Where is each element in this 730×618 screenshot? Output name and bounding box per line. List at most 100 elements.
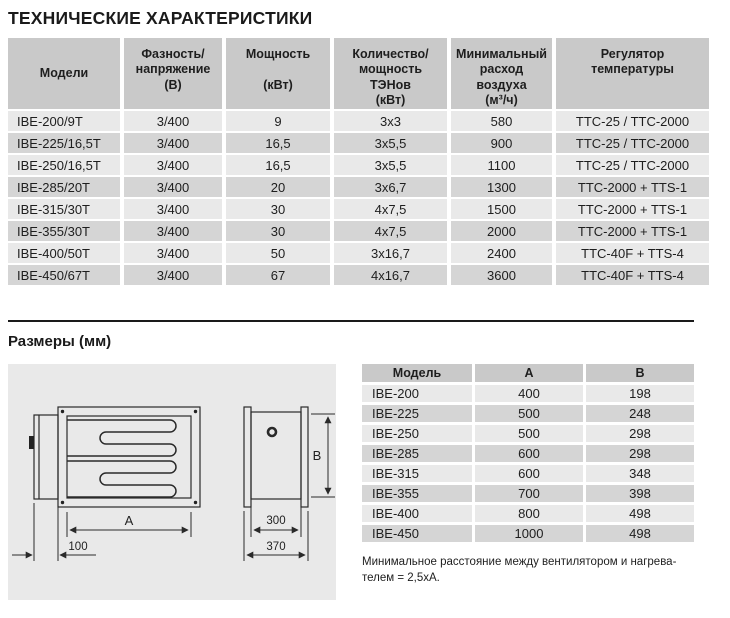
column-header: Регулятор температуры bbox=[556, 38, 709, 111]
table-row: IBE-200/9T 3/400 9 3х3 580 TTC-25 / TTC-2000 bbox=[8, 111, 709, 133]
column-header: Модель bbox=[362, 364, 475, 385]
table-cell: 3х3 bbox=[334, 111, 451, 133]
column-header: Мощность (кВт) bbox=[226, 38, 334, 111]
table-cell: IBE-315/30T bbox=[8, 199, 124, 221]
table-cell: 3600 bbox=[451, 265, 556, 287]
dimensional-drawing: A 100 bbox=[8, 364, 336, 600]
section-divider bbox=[8, 320, 694, 322]
table-cell: 700 bbox=[475, 485, 586, 505]
table-row: IBE-225/16,5T 3/400 16,5 3х5,5 900 TTC-25 / T… bbox=[8, 133, 709, 155]
table-row: IBE-355 700 398 bbox=[362, 485, 694, 505]
table-cell: TTC-25 / TTC-2000 bbox=[556, 155, 709, 177]
table-cell: IBE-355 bbox=[362, 485, 475, 505]
table-cell: 16,5 bbox=[226, 133, 334, 155]
table-row: IBE-450 1000 498 bbox=[362, 525, 694, 545]
dimension-a bbox=[66, 512, 192, 537]
table-row: IBE-225 500 248 bbox=[362, 405, 694, 425]
table-cell: TTC-2000 + TTS-1 bbox=[556, 221, 709, 243]
table-row: IBE-400 800 498 bbox=[362, 505, 694, 525]
column-header: A bbox=[475, 364, 586, 385]
dimension-a-label: A bbox=[125, 513, 134, 528]
column-header: B bbox=[586, 364, 694, 385]
table-cell: IBE-250 bbox=[362, 425, 475, 445]
spec-table-header: Модели Фазность/ напряжение (В) Мощность (… bbox=[8, 38, 709, 111]
table-cell: 348 bbox=[586, 465, 694, 485]
table-cell: 500 bbox=[475, 425, 586, 445]
table-cell: IBE-400 bbox=[362, 505, 475, 525]
dimension-100-label: 100 bbox=[68, 541, 87, 553]
table-cell: 4х16,7 bbox=[334, 265, 451, 287]
table-cell: 3х5,5 bbox=[334, 133, 451, 155]
dimension-370-label: 370 bbox=[266, 541, 285, 553]
table-cell: 1100 bbox=[451, 155, 556, 177]
cable-gland-tab bbox=[29, 436, 34, 449]
table-cell: 30 bbox=[226, 221, 334, 243]
table-cell: IBE-250/16,5T bbox=[8, 155, 124, 177]
duct-cross-section bbox=[250, 411, 302, 500]
table-cell: 3х16,7 bbox=[334, 243, 451, 265]
table-cell: IBE-225 bbox=[362, 405, 475, 425]
table-cell: IBE-285/20T bbox=[8, 177, 124, 199]
corner-screws bbox=[60, 409, 198, 505]
dimension-370 bbox=[243, 511, 309, 561]
table-cell: 16,5 bbox=[226, 155, 334, 177]
table-cell: 600 bbox=[475, 445, 586, 465]
flange-frame bbox=[57, 406, 201, 508]
left-flange bbox=[243, 406, 252, 508]
table-cell: 1500 bbox=[451, 199, 556, 221]
dimensions-table-column: Модель A B IBE-200 400 198 IBE-225 500 248 IBE-2… bbox=[362, 364, 694, 598]
table-row: IBE-315 600 348 bbox=[362, 465, 694, 485]
table-cell: 1000 bbox=[475, 525, 586, 545]
column-header: Фазность/ напряжение (В) bbox=[124, 38, 226, 111]
table-row: IBE-285/20T 3/400 20 3х6,7 1300 TTC-2000 + TT… bbox=[8, 177, 709, 199]
table-cell: 500 bbox=[475, 405, 586, 425]
table-row: IBE-400/50T 3/400 50 3х16,7 2400 TTC-40F + TT… bbox=[8, 243, 709, 265]
heating-coils bbox=[67, 419, 177, 498]
table-cell: 400 bbox=[475, 385, 586, 405]
table-cell: IBE-200 bbox=[362, 385, 475, 405]
dimension-b bbox=[311, 413, 335, 498]
heater-side-view bbox=[29, 406, 201, 508]
table-cell: TTC-2000 + TTS-1 bbox=[556, 199, 709, 221]
table-row: IBE-355/30T 3/400 30 4х7,5 2000 TTC-2000 + TT… bbox=[8, 221, 709, 243]
table-cell: TTC-25 / TTC-2000 bbox=[556, 133, 709, 155]
table-cell: IBE-450 bbox=[362, 525, 475, 545]
dimensions-section-title: Размеры (мм) bbox=[8, 333, 112, 350]
table-cell: IBE-450/67T bbox=[8, 265, 124, 287]
column-header: Количество/ мощность ТЭНов (кВт) bbox=[334, 38, 451, 111]
cable-gland-hole bbox=[266, 426, 278, 438]
table-row: IBE-250 500 298 bbox=[362, 425, 694, 445]
duct-body bbox=[66, 415, 192, 499]
table-cell: 4х7,5 bbox=[334, 199, 451, 221]
page-title: ТЕХНИЧЕСКИЕ ХАРАКТЕРИСТИКИ bbox=[8, 8, 313, 28]
right-flange bbox=[300, 406, 309, 508]
table-cell: TTC-40F + TTS-4 bbox=[556, 265, 709, 287]
table-cell: 3/400 bbox=[124, 133, 226, 155]
table-cell: 580 bbox=[451, 111, 556, 133]
dimensions-table-header: Модель A B bbox=[362, 364, 694, 385]
table-cell: TTC-25 / TTC-2000 bbox=[556, 111, 709, 133]
table-cell: 800 bbox=[475, 505, 586, 525]
table-cell: IBE-355/30T bbox=[8, 221, 124, 243]
table-cell: 3/400 bbox=[124, 155, 226, 177]
table-cell: 498 bbox=[586, 525, 694, 545]
column-header: Модели bbox=[8, 38, 124, 111]
table-cell: 398 bbox=[586, 485, 694, 505]
table-row: IBE-315/30T 3/400 30 4х7,5 1500 TTC-2000 + TT… bbox=[8, 199, 709, 221]
table-cell: 3/400 bbox=[124, 177, 226, 199]
table-row: Модели Фазность/ напряжение (В) Мощность (… bbox=[8, 38, 709, 111]
table-cell: 298 bbox=[586, 445, 694, 465]
dimensions-table: Модель A B IBE-200 400 198 IBE-225 500 248 IBE-2… bbox=[362, 364, 694, 545]
table-cell: 2000 bbox=[451, 221, 556, 243]
table-cell: 248 bbox=[586, 405, 694, 425]
table-cell: IBE-315 bbox=[362, 465, 475, 485]
table-cell: 9 bbox=[226, 111, 334, 133]
table-cell: 20 bbox=[226, 177, 334, 199]
dimensions-table-body: IBE-200 400 198 IBE-225 500 248 IBE-250 500 298 I… bbox=[362, 385, 694, 545]
table-cell: 298 bbox=[586, 425, 694, 445]
table-cell: 3/400 bbox=[124, 243, 226, 265]
table-cell: IBE-225/16,5T bbox=[8, 133, 124, 155]
dimension-300 bbox=[250, 503, 302, 537]
table-row: IBE-200 400 198 bbox=[362, 385, 694, 405]
dimension-300-label: 300 bbox=[266, 515, 285, 527]
